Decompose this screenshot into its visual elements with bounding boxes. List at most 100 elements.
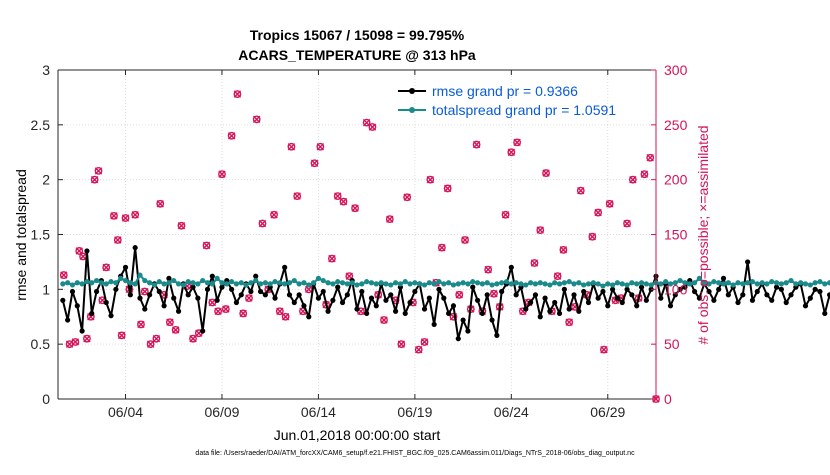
obs-possible-marker — [600, 345, 608, 354]
totalspread-point — [344, 281, 350, 287]
totalspread-point — [764, 281, 770, 287]
obs-assimilated-marker — [233, 90, 242, 98]
totalspread-point — [455, 281, 461, 287]
rmse-point — [200, 328, 206, 334]
totalspread-point — [528, 280, 534, 286]
obs-possible-marker — [152, 334, 161, 343]
rmse-point — [137, 295, 143, 301]
rmse-point — [585, 299, 592, 306]
obs-assimilated-marker — [368, 123, 377, 131]
rmse-point — [195, 295, 201, 301]
rmse-point — [624, 286, 630, 292]
rmse-point — [383, 297, 389, 303]
totalspread-point — [508, 281, 514, 287]
rmse-point — [773, 284, 780, 290]
obs-assimilated-marker — [83, 334, 91, 343]
obs-possible-marker — [588, 232, 597, 241]
totalspread-point — [151, 282, 158, 288]
rmse-point — [441, 295, 447, 301]
obs-assimilated-marker — [513, 138, 521, 147]
obs-possible-marker — [258, 219, 267, 228]
totalspread-point — [716, 280, 722, 286]
obs-assimilated-marker — [137, 320, 145, 329]
totalspread-point — [282, 281, 288, 287]
rmse-point — [479, 310, 485, 317]
obs-assimilated-marker — [222, 305, 230, 313]
rmse-point — [282, 264, 288, 270]
totalspread-point — [354, 282, 360, 288]
obs-possible-marker — [565, 318, 574, 327]
rmse-point — [720, 275, 727, 281]
totalspread-point — [161, 281, 167, 287]
totalspread-point — [450, 282, 457, 288]
rmse-point — [421, 306, 428, 312]
totalspread-point — [600, 283, 606, 289]
rmse-point — [190, 284, 196, 290]
totalspread-point — [634, 281, 640, 287]
obs-assimilated-marker — [146, 340, 155, 348]
obs-possible-marker — [137, 320, 145, 329]
obs-possible-marker — [542, 169, 550, 177]
totalspread-point — [720, 281, 727, 287]
rmse-point — [528, 299, 534, 306]
rmse-point — [402, 310, 408, 317]
obs-possible-marker — [94, 166, 103, 175]
totalspread-point — [219, 280, 225, 286]
totalspread-point — [595, 281, 601, 287]
rmse-point — [691, 288, 698, 295]
rmse-point — [301, 303, 307, 309]
totalspread-point — [190, 280, 196, 286]
rmse-point — [219, 284, 225, 290]
x-axis-label: Jun.01,2018 00:00:00 start — [274, 427, 441, 443]
obs-possible-marker — [71, 338, 80, 346]
rmse-point — [658, 295, 664, 301]
obs-possible-marker — [628, 175, 637, 184]
rmse-point — [79, 328, 85, 334]
obs-possible-marker — [227, 131, 236, 140]
obs-possible-marker — [221, 305, 230, 313]
rmse-point — [84, 248, 90, 254]
totalspread-point — [417, 281, 423, 287]
totalspread-point — [421, 282, 428, 288]
totalspread-point — [465, 281, 471, 287]
rmse-point — [725, 292, 731, 298]
obs-assimilated-marker — [559, 246, 568, 254]
totalspread-point — [499, 280, 505, 286]
totalspread-point — [556, 281, 563, 287]
totalspread-point — [257, 281, 264, 287]
rmse-point — [489, 317, 495, 323]
totalspread-point — [65, 280, 71, 286]
totalspread-point — [84, 279, 90, 285]
obs-assimilated-marker — [455, 291, 463, 299]
rmse-point — [499, 288, 505, 295]
obs-assimilated-marker — [415, 345, 423, 354]
obs-assimilated-marker — [339, 197, 348, 206]
obs-assimilated-marker — [287, 143, 296, 151]
rmse-point — [822, 310, 828, 317]
obs-possible-marker — [218, 170, 226, 179]
obs-assimilated-marker — [594, 208, 602, 217]
rmse-point — [788, 292, 794, 298]
obs-possible-marker — [576, 186, 585, 195]
rmse-point — [619, 299, 625, 306]
totalspread-point — [243, 282, 249, 288]
rmse-point — [571, 292, 577, 298]
totalspread-point — [619, 281, 625, 287]
obs-assimilated-marker — [171, 326, 180, 334]
totalspread-point — [638, 280, 645, 286]
totalspread-point — [229, 279, 235, 285]
rmse-point — [325, 308, 331, 314]
obs-possible-marker — [362, 118, 371, 127]
obs-assimilated-marker — [640, 170, 649, 178]
totalspread-point — [672, 280, 678, 286]
obs-possible-marker — [490, 289, 498, 298]
obs-possible-marker — [345, 272, 354, 281]
obs-assimilated-marker — [131, 211, 139, 219]
rmse-point — [460, 317, 466, 323]
x-tick-label: 06/19 — [397, 404, 432, 420]
totalspread-point — [238, 280, 244, 286]
obs-possible-marker — [351, 204, 359, 213]
obs-possible-marker — [513, 138, 522, 147]
rmse-point — [354, 306, 360, 312]
